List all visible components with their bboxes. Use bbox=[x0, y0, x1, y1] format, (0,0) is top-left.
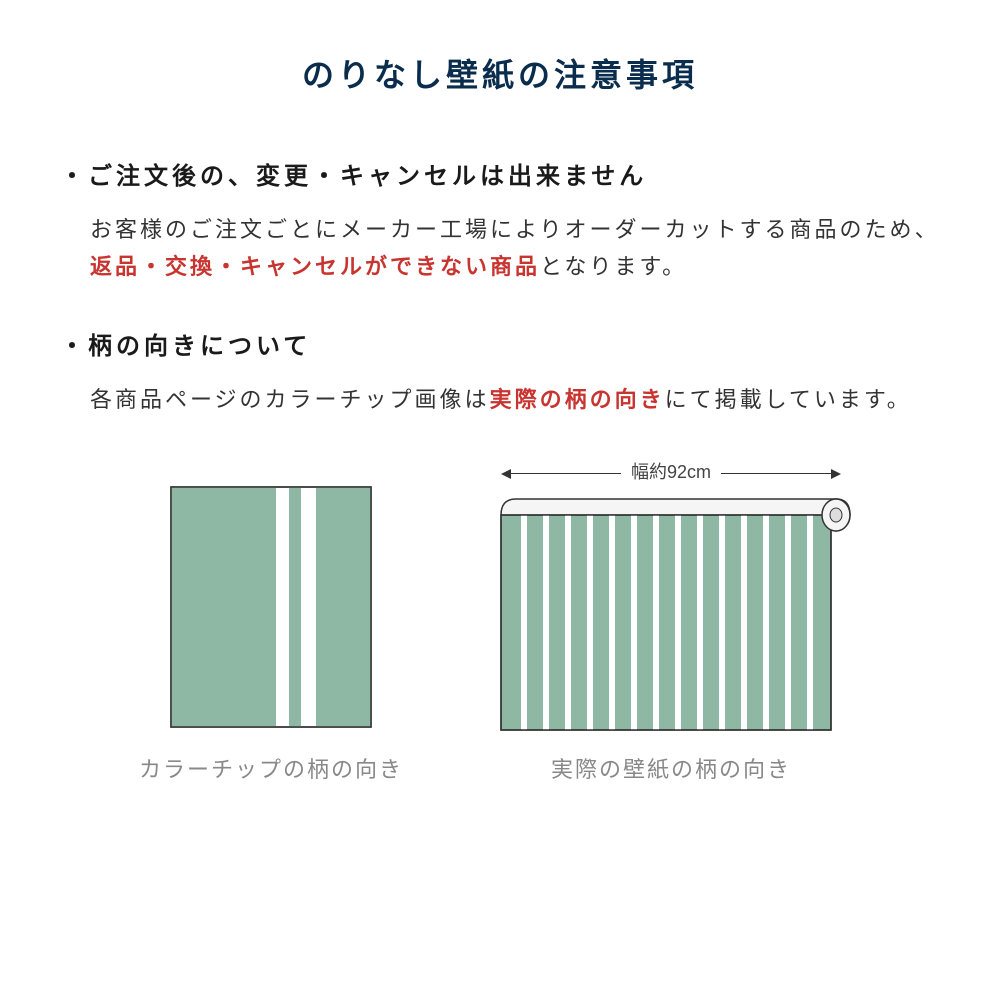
text-cancellation: お客様のご注文ごとにメーカー工場によりオーダーカットする商品のため、返品・交換・… bbox=[60, 211, 940, 286]
caption-left: カラーチップの柄の向き bbox=[139, 752, 403, 784]
heading-cancellation: ・ご注文後の、変更・キャンセルは出来ません bbox=[60, 156, 940, 191]
text-highlight-2: 実際の柄の向き bbox=[490, 387, 665, 412]
width-label: 幅約92cm bbox=[621, 458, 721, 484]
text-before-1: お客様のご注文ごとにメーカー工場によりオーダーカットする商品のため、 bbox=[90, 217, 940, 242]
caption-right: 実際の壁紙の柄の向き bbox=[551, 752, 791, 784]
text-after-2: にて掲載しています。 bbox=[665, 387, 912, 412]
heading-pattern: ・柄の向きについて bbox=[60, 326, 940, 361]
text-after-1: となります。 bbox=[540, 254, 687, 279]
section-pattern: ・柄の向きについて 各商品ページのカラーチップ画像は実際の柄の向きにて掲載してい… bbox=[60, 326, 940, 418]
color-chip-icon bbox=[161, 477, 381, 737]
diagram-left: カラーチップの柄の向き bbox=[139, 477, 403, 784]
text-pattern: 各商品ページのカラーチップ画像は実際の柄の向きにて掲載しています。 bbox=[60, 381, 940, 418]
section-cancellation: ・ご注文後の、変更・キャンセルは出来ません お客様のご注文ごとにメーカー工場によ… bbox=[60, 156, 940, 286]
diagram-right: 幅約92cm bbox=[481, 458, 861, 784]
text-highlight-1: 返品・交換・キャンセルができない商品 bbox=[90, 254, 540, 279]
page-title: のりなし壁紙の注意事項 bbox=[60, 50, 940, 96]
wallpaper-roll-icon bbox=[481, 497, 861, 737]
width-arrow: 幅約92cm bbox=[501, 458, 841, 489]
text-before-2: 各商品ページのカラーチップ画像は bbox=[90, 387, 490, 412]
diagram-container: カラーチップの柄の向き 幅約92cm bbox=[60, 458, 940, 784]
